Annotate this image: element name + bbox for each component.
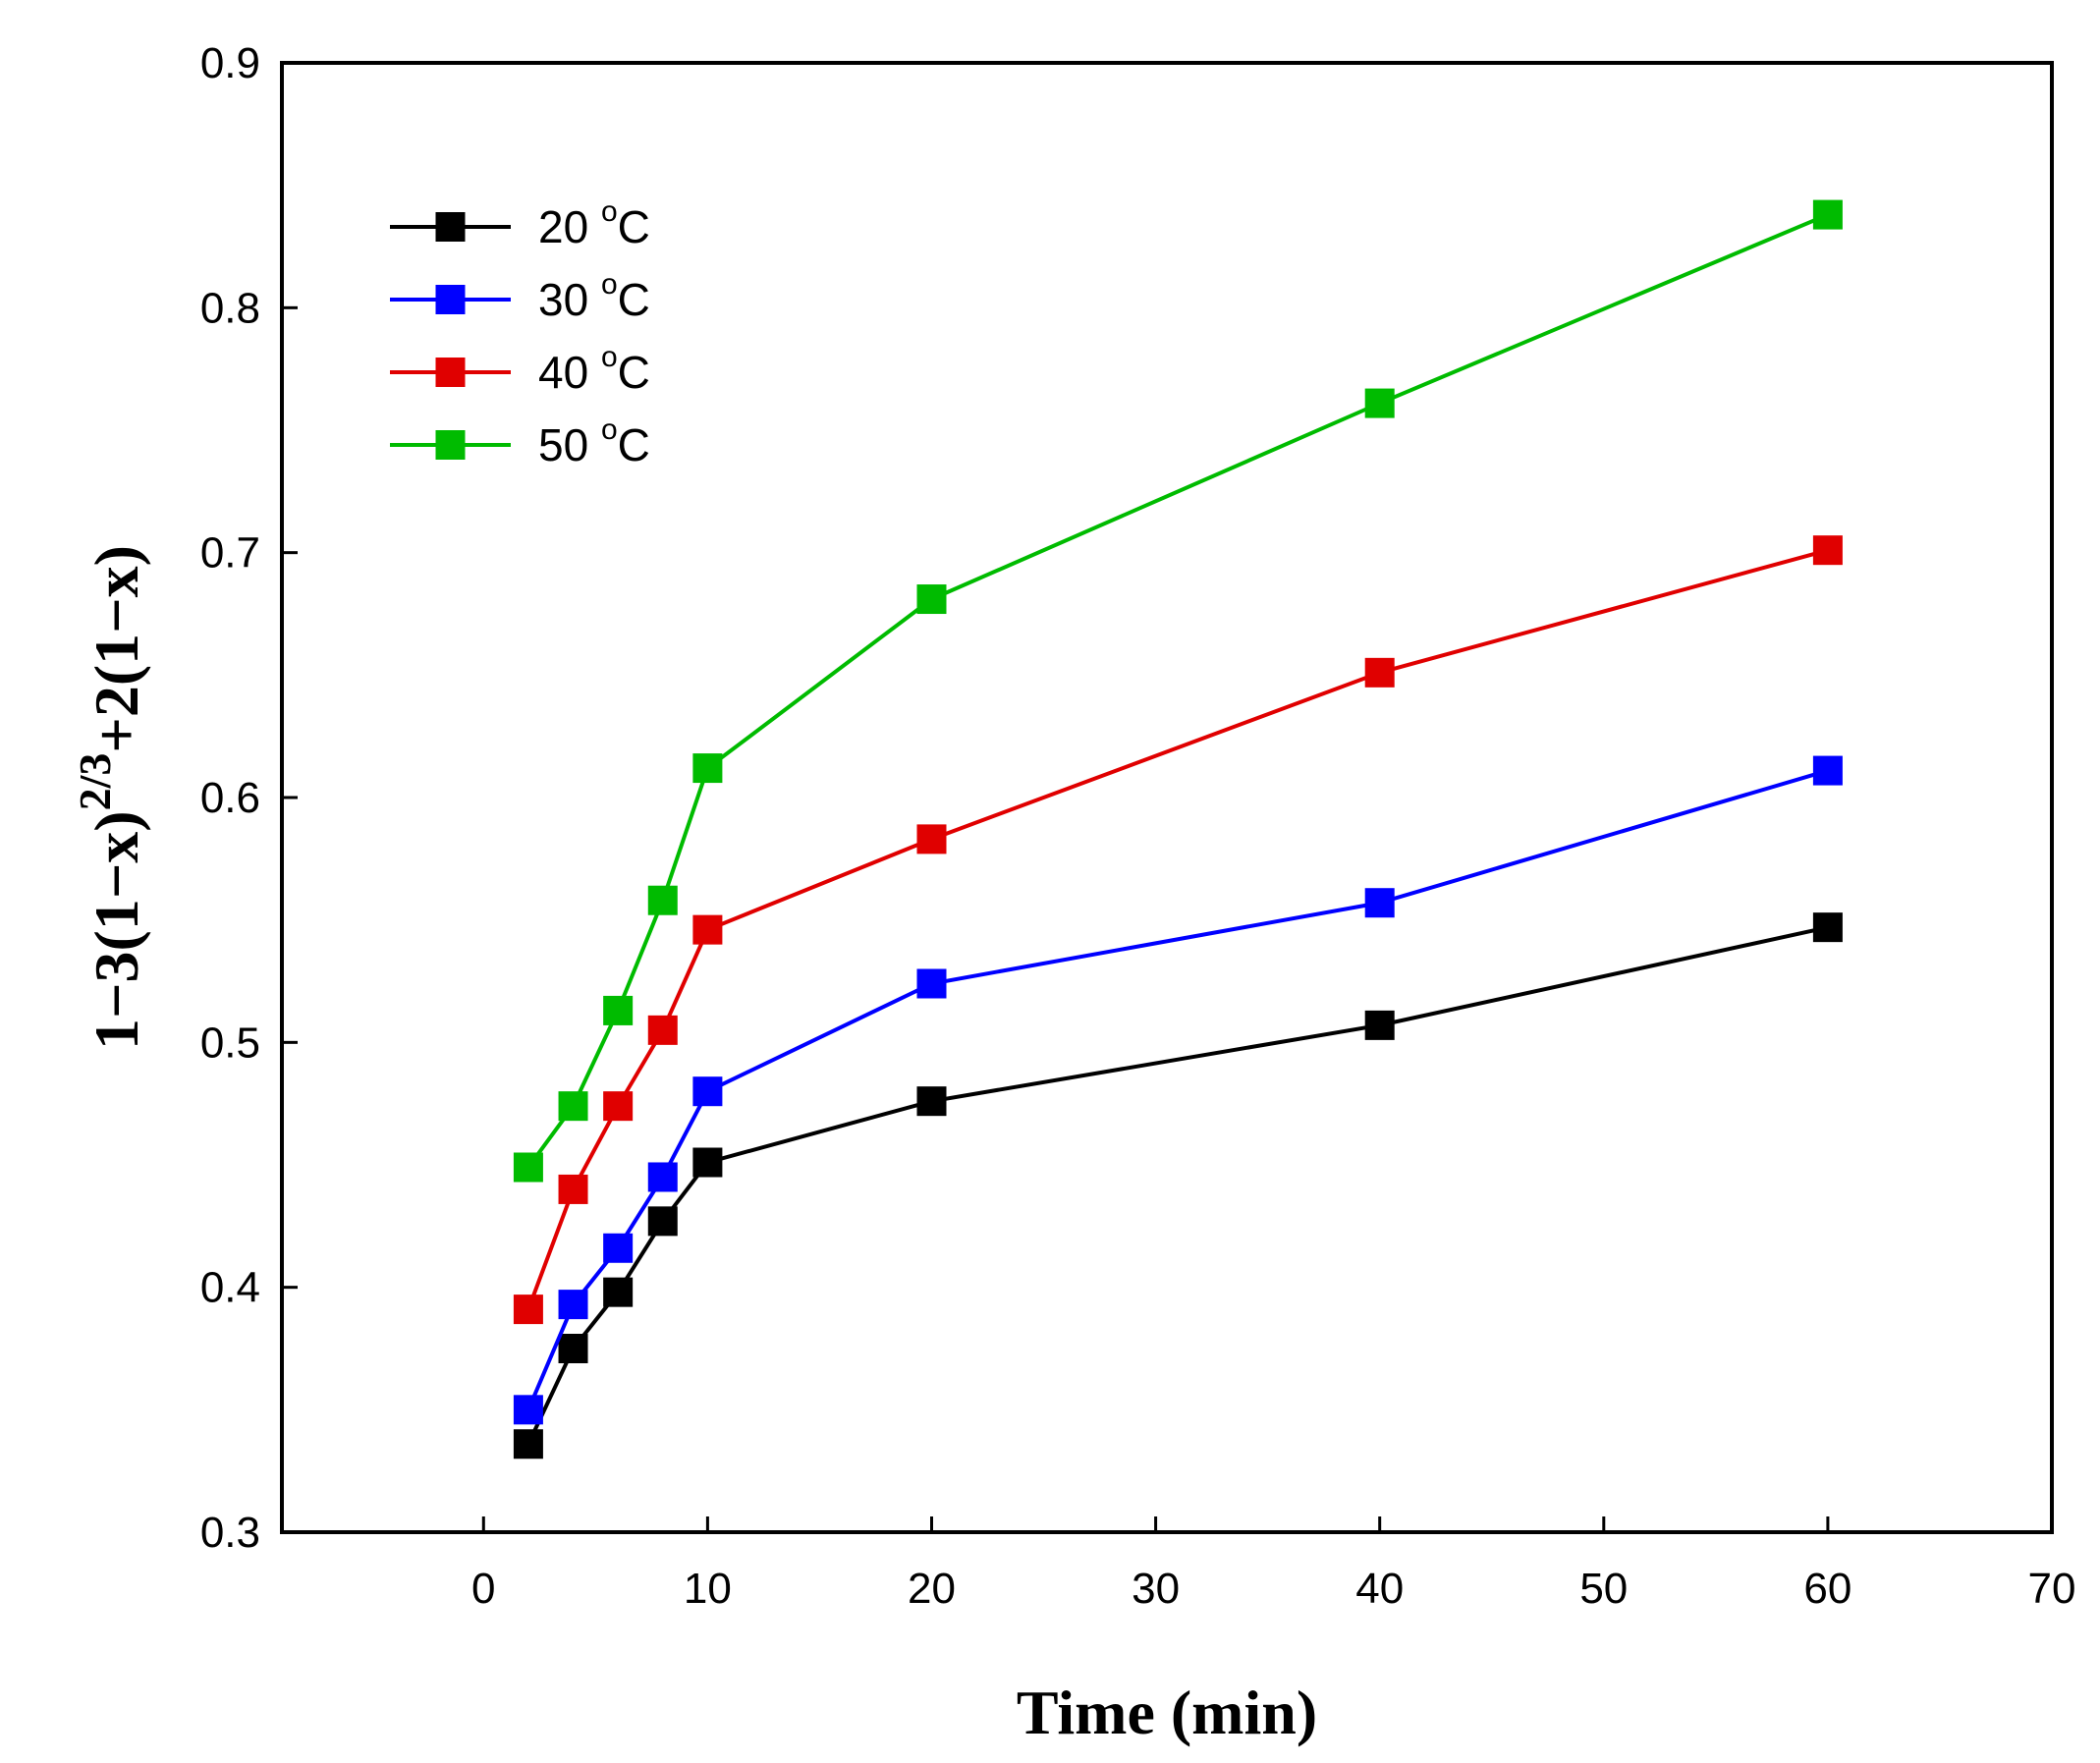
y-tick-label: 0.4 [200, 1264, 260, 1312]
legend-label: 20 oC [538, 195, 650, 252]
legend-label: 50 oC [538, 413, 650, 470]
legend-label-degree: o [601, 195, 618, 228]
legend-label-value: 30 [538, 274, 601, 325]
legend-marker [435, 212, 466, 242]
x-tick-label: 60 [1803, 1565, 1851, 1613]
data-point-marker [513, 1395, 543, 1425]
series-layer [513, 199, 1843, 1460]
data-point-marker [916, 968, 947, 999]
legend-label-unit: C [618, 274, 650, 325]
data-point-marker [1364, 388, 1395, 418]
y-axis-title-main: 1−3(1−x) [82, 810, 151, 1050]
data-point-marker [603, 1277, 634, 1307]
legend-label-degree: o [601, 341, 618, 373]
data-point-marker [558, 1334, 588, 1363]
legend-label: 30 oC [538, 268, 650, 325]
data-point-marker [558, 1091, 588, 1122]
data-point-marker [603, 995, 634, 1025]
legend-marker [435, 285, 466, 314]
data-point-marker [692, 914, 723, 945]
legend-label-value: 40 [538, 347, 601, 398]
data-point-marker [1812, 912, 1843, 943]
x-tick-label: 0 [471, 1565, 495, 1613]
y-tick-label: 0.6 [200, 774, 260, 822]
data-point-marker [603, 1233, 634, 1263]
x-tick-label: 70 [2028, 1565, 2076, 1613]
legend-label-degree: o [601, 268, 618, 301]
data-point-marker [692, 753, 723, 784]
legend-label: 40 oC [538, 341, 650, 398]
y-tick-label: 0.5 [200, 1019, 260, 1067]
legend-label-value: 20 [538, 201, 601, 252]
data-point-marker [1812, 535, 1843, 566]
legend-label-degree: o [601, 413, 618, 446]
legend-label-value: 50 [538, 419, 601, 470]
data-point-marker [647, 1015, 678, 1045]
y-axis-title-exponent: 2/3 [70, 753, 120, 811]
legend-marker [435, 430, 466, 460]
data-point-marker [1364, 657, 1395, 688]
series-line [526, 212, 1829, 1169]
y-axis-title: 1−3(1−x)2/3+2(1−x) [70, 545, 151, 1050]
data-point-marker [916, 584, 947, 615]
y-tick-label: 0.3 [200, 1509, 260, 1557]
data-point-marker [558, 1174, 588, 1204]
y-tick-label: 0.8 [200, 284, 260, 332]
y-axis-title-tail: +2(1−x) [82, 545, 151, 753]
data-point-marker [1812, 199, 1843, 230]
series-line [526, 548, 1829, 1310]
x-axis-title: Time (min) [1017, 1678, 1317, 1747]
x-tick-label: 50 [1579, 1565, 1628, 1613]
legend-label-unit: C [618, 419, 650, 470]
data-point-marker [647, 1162, 678, 1192]
x-tick-label: 30 [1132, 1565, 1180, 1613]
data-point-marker [692, 1147, 723, 1178]
data-point-marker [1364, 1010, 1395, 1040]
x-tick-label: 10 [684, 1565, 732, 1613]
series-line [526, 925, 1829, 1446]
x-tick-label: 40 [1355, 1565, 1404, 1613]
data-point-marker [647, 885, 678, 915]
y-tick-label: 0.7 [200, 529, 260, 578]
series-line [526, 768, 1829, 1411]
legend-marker [435, 358, 466, 387]
data-point-marker [1364, 888, 1395, 918]
data-point-marker [603, 1091, 634, 1122]
x-tick-label: 20 [908, 1565, 956, 1613]
data-point-marker [513, 1429, 543, 1460]
data-point-marker [647, 1206, 678, 1237]
data-point-marker [916, 824, 947, 854]
data-point-marker [1812, 755, 1843, 786]
y-axis-ticks: 0.3 0.4 0.5 0.6 0.7 0.8 0.9 [200, 39, 298, 1557]
data-point-marker [692, 1076, 723, 1107]
data-point-marker [513, 1152, 543, 1183]
y-tick-label: 0.9 [200, 39, 260, 87]
legend-label-unit: C [618, 201, 650, 252]
legend-label-unit: C [618, 347, 650, 398]
data-point-marker [916, 1086, 947, 1117]
data-point-marker [513, 1295, 543, 1325]
x-axis-ticks: 0 10 20 30 40 50 60 70 [471, 1516, 2075, 1613]
data-point-marker [558, 1290, 588, 1320]
